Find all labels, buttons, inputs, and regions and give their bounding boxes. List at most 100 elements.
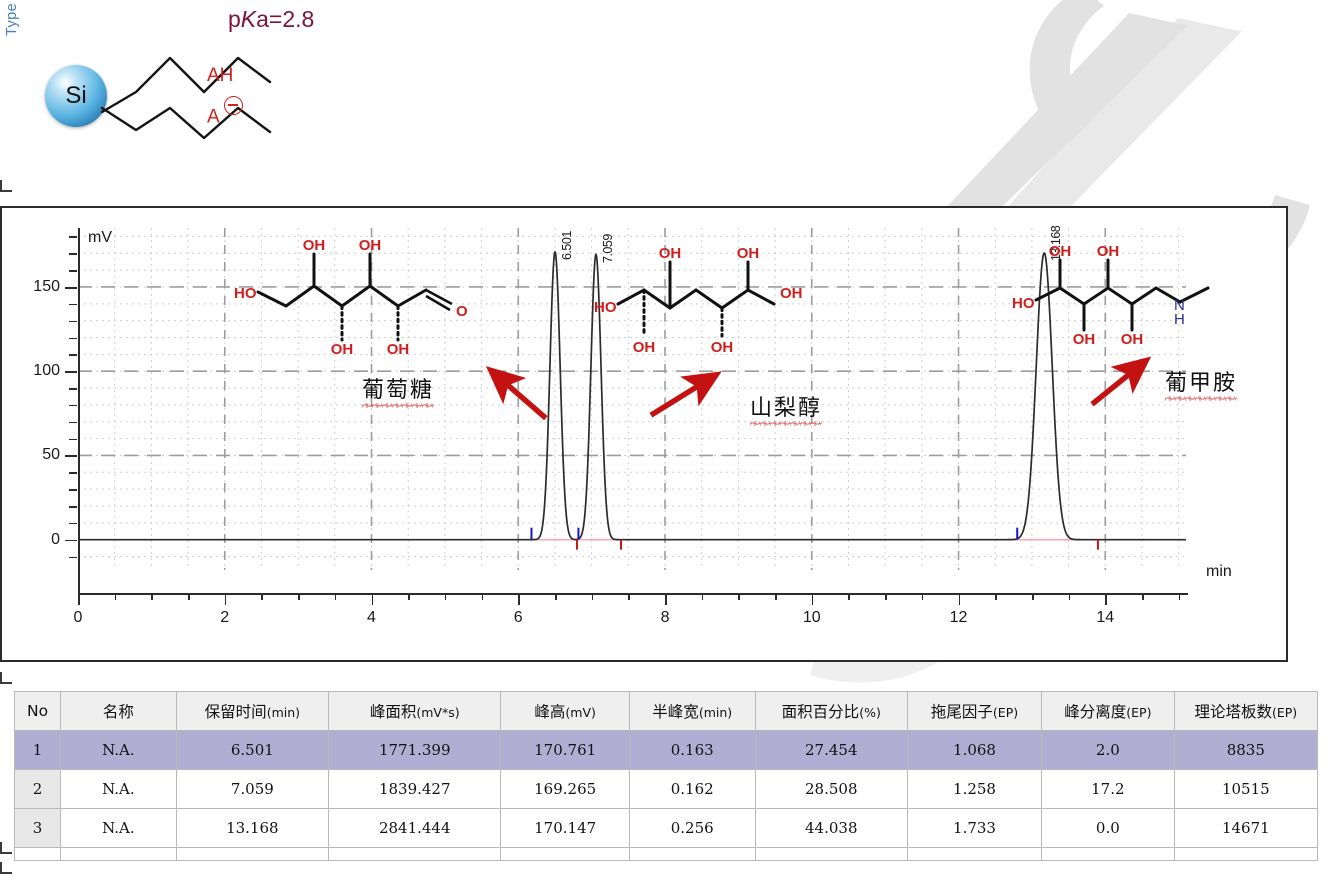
table-row[interactable]: 1 N.A. 6.501 1771.399 170.761 0.163 27.454 1.06… bbox=[13, 730, 1319, 770]
svg-text:OH: OH bbox=[633, 339, 656, 356]
table-column-header[interactable]: 理论塔板数(EP) bbox=[1173, 691, 1319, 731]
x-tick bbox=[1178, 593, 1181, 600]
table-empty-cell bbox=[328, 847, 502, 861]
table-body: 1 N.A. 6.501 1771.399 170.761 0.163 27.454 1.06… bbox=[13, 730, 1319, 861]
crop-mark-bottom-left bbox=[0, 862, 12, 874]
x-tick bbox=[261, 593, 264, 600]
y-tick bbox=[69, 438, 77, 441]
y-tick bbox=[69, 556, 77, 559]
x-tick bbox=[738, 593, 740, 600]
y-tick bbox=[69, 236, 77, 239]
x-tick bbox=[151, 593, 153, 600]
table-column-header-label: 名称 bbox=[102, 703, 134, 721]
meglumine-structure: HO OH OH OH OH N H bbox=[1012, 244, 1210, 348]
glucose-structure: HO OH OH OH OH O bbox=[234, 237, 468, 358]
y-tick bbox=[69, 253, 77, 255]
table-cell-tailing: 1.258 bbox=[906, 769, 1043, 809]
y-tick bbox=[69, 303, 77, 306]
table-column-header-unit: (mV) bbox=[565, 705, 596, 720]
table-empty-cell bbox=[1173, 847, 1319, 861]
table-column-header-label: 峰高 bbox=[534, 703, 566, 721]
x-tick-label: 8 bbox=[660, 609, 670, 626]
x-tick bbox=[958, 593, 961, 605]
annotation-labels: 葡萄糖 山梨醇 葡甲胺 bbox=[2, 208, 1286, 660]
x-tick bbox=[1105, 593, 1107, 605]
y-axis-unit-label: mV bbox=[88, 229, 112, 246]
table-column-header-label: 半峰宽 bbox=[652, 703, 699, 721]
pka-label: pKa=2.8 bbox=[228, 6, 314, 33]
ligand-diagram-panel: Type B Silica pKa=2.8 Si AH A bbox=[0, 0, 430, 175]
table-empty-row bbox=[13, 847, 1319, 861]
table-row[interactable]: 2 N.A. 7.059 1839.427 169.265 0.162 28.508 1.25… bbox=[13, 769, 1319, 809]
y-tick bbox=[69, 354, 77, 356]
y-tick bbox=[65, 371, 77, 373]
y-tick bbox=[69, 337, 77, 340]
table-column-header[interactable]: 峰高(mV) bbox=[500, 691, 630, 731]
table-cell-name: N.A. bbox=[60, 730, 177, 770]
table-empty-cell bbox=[906, 847, 1043, 861]
pka-prefix: p bbox=[228, 6, 241, 32]
table-empty-cell bbox=[754, 847, 908, 861]
y-tick-label: 100 bbox=[33, 362, 60, 380]
table-cell-height: 170.147 bbox=[500, 808, 630, 848]
table-column-header[interactable]: 峰分离度(EP) bbox=[1041, 691, 1175, 731]
table-cell-area: 2841.444 bbox=[328, 808, 502, 848]
table-cell-name: N.A. bbox=[60, 808, 177, 848]
analyte-annotation-text: 山梨醇 bbox=[750, 396, 823, 421]
x-tick bbox=[114, 593, 117, 600]
svg-text:HO: HO bbox=[1012, 295, 1035, 312]
spellcheck-squiggle bbox=[750, 421, 823, 426]
y-tick bbox=[69, 472, 77, 474]
analyte-annotation: 葡甲胺 bbox=[1165, 365, 1238, 401]
table-column-header[interactable]: 拖尾因子(EP) bbox=[906, 691, 1043, 731]
table-column-header[interactable]: 名称 bbox=[60, 691, 177, 731]
ligand-chain-lower bbox=[100, 106, 272, 140]
table-empty-cell bbox=[13, 847, 62, 861]
crop-mark-top-left bbox=[0, 180, 12, 192]
table-column-header[interactable]: 峰面积(mV*s) bbox=[328, 691, 502, 731]
table-column-header-label: 峰面积 bbox=[369, 703, 417, 721]
table-column-header-unit: (EP) bbox=[1271, 705, 1298, 720]
table-cell-plates: 10515 bbox=[1173, 769, 1319, 809]
table-column-header-unit: (min) bbox=[698, 705, 733, 720]
table-column-header-unit: (min) bbox=[266, 705, 301, 720]
pka-italic-k: K bbox=[240, 6, 257, 32]
x-tick-label: 4 bbox=[367, 609, 376, 626]
table-column-header-unit: (EP) bbox=[992, 705, 1019, 720]
table-cell-rt: 7.059 bbox=[175, 769, 330, 809]
x-tick bbox=[921, 593, 924, 600]
table-row[interactable]: 3 N.A. 13.168 2841.444 170.147 0.256 44.038 1.7… bbox=[13, 808, 1319, 848]
x-axis-line bbox=[78, 593, 1188, 605]
silica-bead-icon: Si bbox=[45, 65, 107, 127]
table-column-header-label: 保留时间 bbox=[204, 703, 267, 721]
x-tick bbox=[334, 593, 337, 600]
svg-text:N: N bbox=[1174, 297, 1185, 314]
peak-results-table: No 名称 保留时间(min) 峰面积(mV*s) 峰高(mV) 半峰宽(min) 面积百分… bbox=[13, 691, 1319, 861]
table-cell-name: N.A. bbox=[60, 769, 177, 809]
x-tick-label: 6 bbox=[513, 609, 523, 626]
table-column-header[interactable]: 面积百分比(%) bbox=[754, 691, 908, 731]
x-tick-label: 10 bbox=[802, 609, 821, 626]
crop-mark-table-bottom bbox=[0, 842, 12, 854]
svg-text:OH: OH bbox=[780, 285, 803, 302]
x-tick bbox=[298, 593, 300, 600]
table-cell-rt: 6.501 bbox=[175, 730, 330, 770]
table-cell-area: 1839.427 bbox=[328, 769, 502, 809]
x-tick bbox=[78, 593, 80, 605]
svg-text:HO: HO bbox=[234, 285, 257, 302]
svg-text:OH: OH bbox=[387, 341, 410, 358]
spellcheck-squiggle bbox=[1165, 396, 1238, 401]
table-cell-width: 0.163 bbox=[628, 730, 756, 770]
table-header-row: No 名称 保留时间(min) 峰面积(mV*s) 峰高(mV) 半峰宽(min) 面积百分… bbox=[13, 691, 1319, 731]
table-column-header[interactable]: 保留时间(min) bbox=[175, 691, 330, 731]
table-column-header[interactable]: 半峰宽(min) bbox=[628, 691, 756, 731]
y-tick bbox=[65, 539, 77, 542]
spellcheck-squiggle bbox=[362, 403, 435, 408]
x-tick bbox=[591, 593, 594, 600]
y-tick-label: 50 bbox=[42, 446, 60, 464]
x-tick bbox=[848, 593, 851, 600]
table-cell-area_pct: 27.454 bbox=[754, 730, 908, 770]
ligand-terminus-ah-text: AH bbox=[207, 65, 234, 86]
ligand-terminus-a: A bbox=[207, 96, 243, 128]
table-column-header[interactable]: No bbox=[13, 691, 62, 731]
